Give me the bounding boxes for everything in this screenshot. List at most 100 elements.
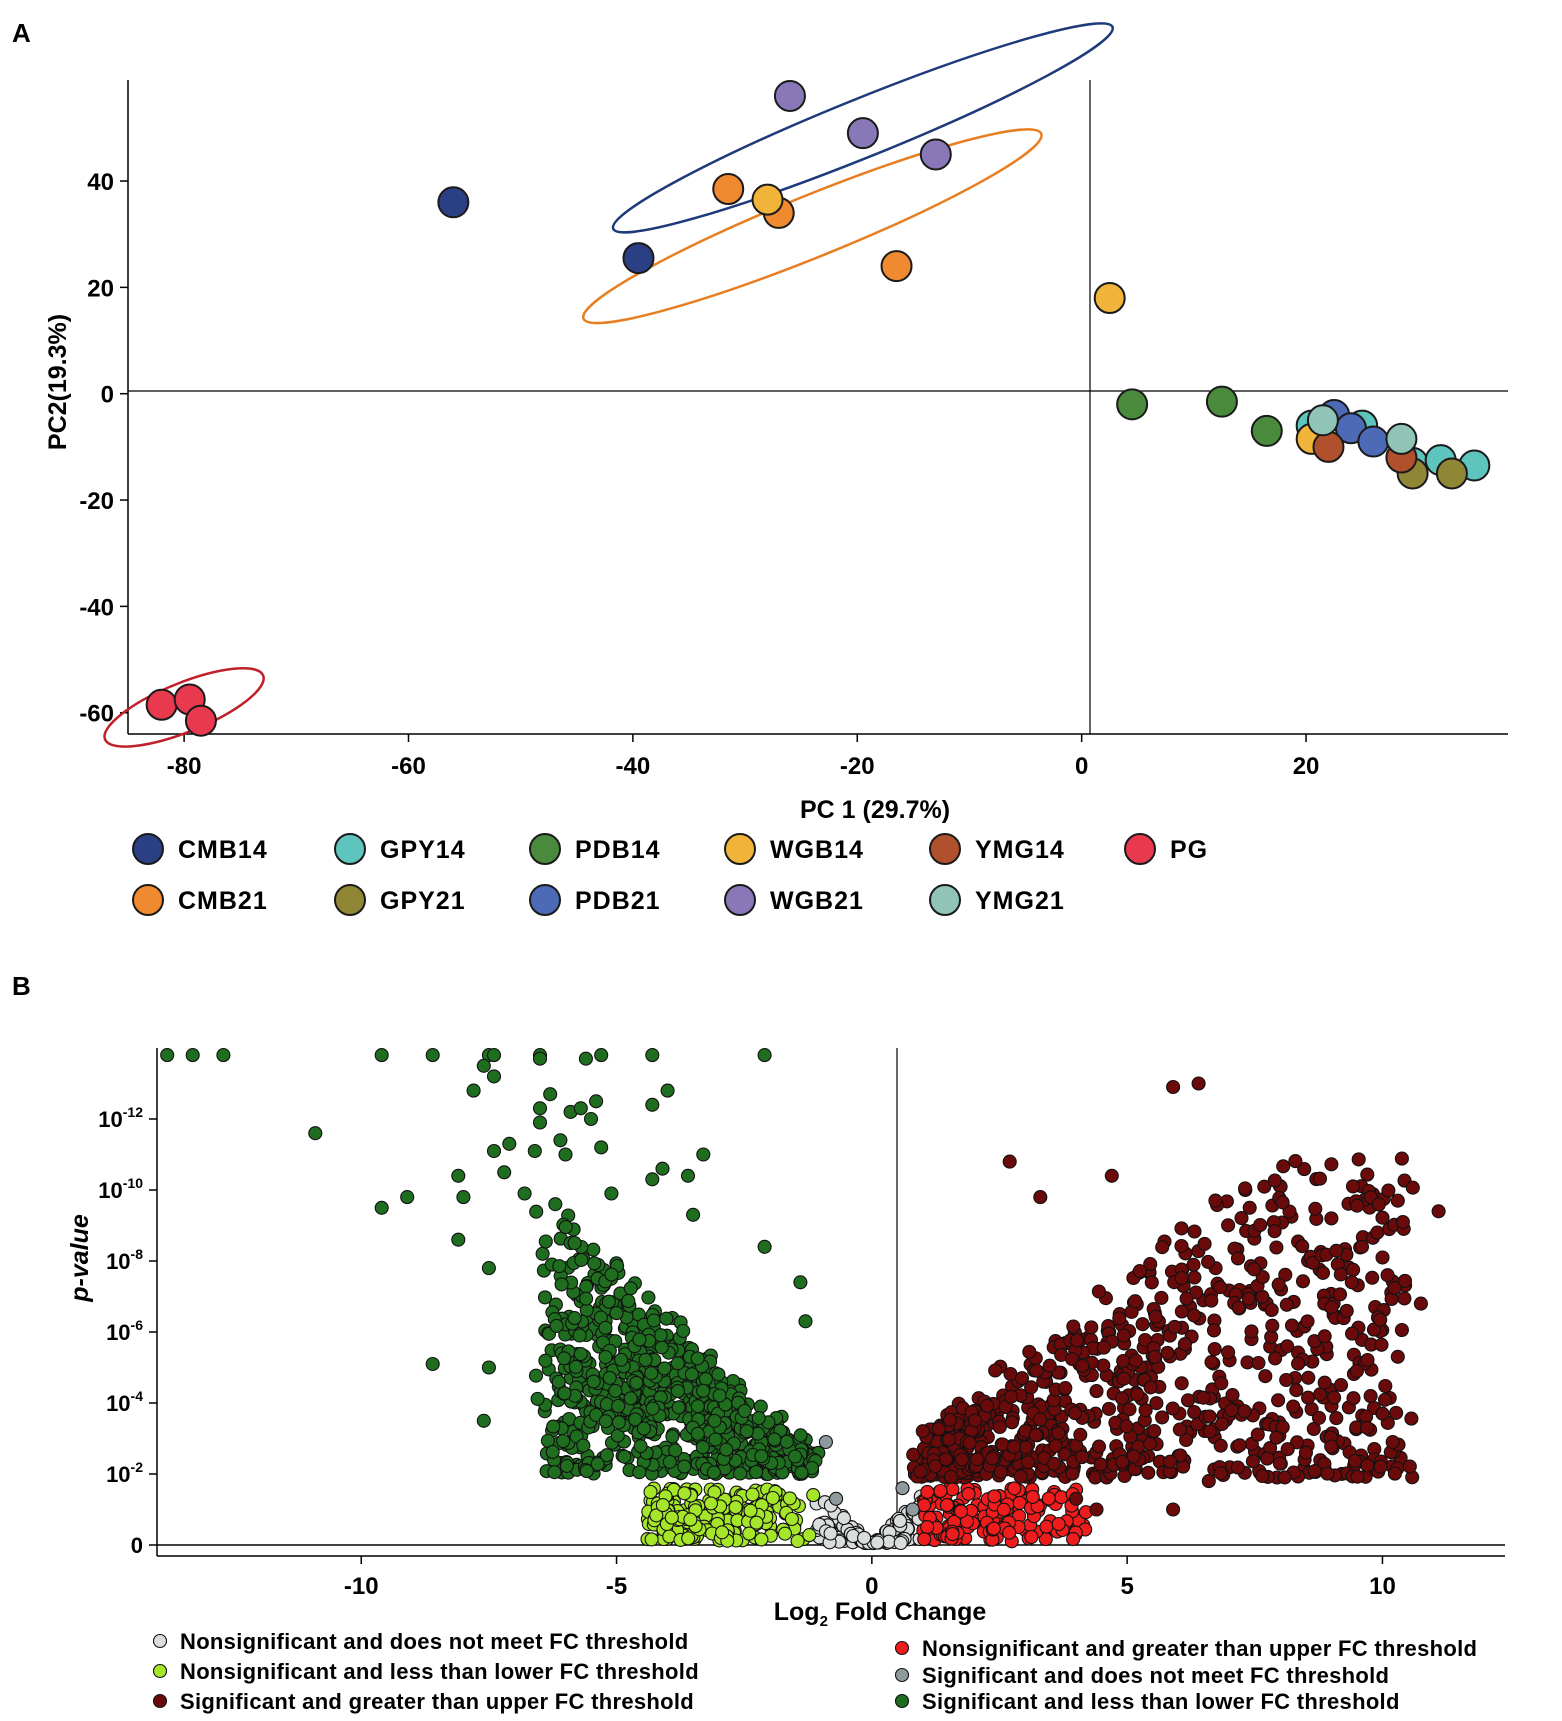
volcano-point-sig-upper [1312,1171,1328,1186]
legend-label-cmb21: CMB21 [178,887,268,915]
volcano-point-sig-lower [712,1388,727,1403]
volcano-point-sig-lower [532,1101,548,1116]
legend-label-sig-lower: Significant and less than lower FC thres… [922,1689,1400,1714]
volcano-point-sig-upper [1070,1333,1085,1348]
volcano-point-sig-lower [684,1367,699,1382]
volcano-point-sig-upper [1267,1224,1282,1239]
volcano-point-ns-upper [1041,1491,1056,1506]
volcano-point-sig-lower [554,1277,569,1292]
volcano-point-sig-upper [1119,1419,1134,1434]
volcano-point-ns-lower [784,1511,799,1527]
volcano-point-sig-upper [1253,1217,1268,1233]
volcano-point-sig-lower [476,1413,491,1428]
volcano-point-ns-lower [777,1526,793,1541]
volcano-point-sig-upper [1387,1466,1402,1481]
volcano-point-sig-upper [1297,1162,1312,1177]
volcano-point-sig-upper [1154,1290,1169,1305]
volcano-point-sig-lower [698,1372,713,1387]
volcano-point-sig-lower [657,1361,672,1376]
volcano-point-sig-lower [670,1384,685,1399]
volcano-point-sig-lower [538,1353,553,1368]
volcano-point-sig-upper [1324,1211,1339,1226]
volcano-point-sig-upper [1091,1284,1106,1299]
volcano-point-sig-upper [1279,1297,1294,1312]
volcano-point-sig-upper [1324,1439,1339,1454]
volcano-point-sig-lower [553,1133,568,1148]
volcano-point-ns-lower [790,1533,805,1549]
pca-y-tick-label: -40 [79,594,114,621]
volcano-point-sig-lower [671,1400,686,1415]
volcano-point-ns-lower [743,1503,758,1518]
volcano-point-sig-upper [1048,1438,1063,1454]
volcano-point-ns-upper [945,1482,960,1497]
volcano-point-sig-upper [1073,1427,1088,1442]
point-gpy21 [1435,457,1468,490]
volcano-point-sig-upper [1289,1383,1304,1398]
volcano-point-sig-lower [400,1190,415,1205]
legend-marker-sig-nomeet [894,1667,910,1683]
legend-marker-pg [1124,833,1156,865]
volcano-point-sig-lower [556,1434,571,1449]
volcano-point-sig-lower [711,1367,726,1382]
volcano-point-sig-lower [753,1399,768,1414]
volcano-point-sig-lower [586,1374,601,1389]
volcano-point-ns-upper [1066,1532,1081,1547]
volcano-point-sig-lower [749,1465,764,1480]
volcano-point-sig-lower [757,1239,772,1254]
volcano-point-ns-lower [715,1525,730,1540]
legend-label-pdb21: PDB21 [575,887,661,915]
volcano-point-sig-upper [1395,1214,1410,1230]
panel-b-label: B [12,971,31,1001]
point-wgb21 [773,79,806,112]
volcano-point-sig-lower [659,1311,674,1326]
volcano-point-sig-lower [754,1449,769,1464]
point-ymg14 [1312,430,1345,463]
volcano-point-sig-upper [1346,1391,1361,1406]
volcano-point-sig-upper [1295,1239,1310,1254]
volcano-point-sig-upper [1214,1416,1230,1432]
volcano-point-sig-upper [1128,1353,1143,1368]
volcano-point-sig-upper [1128,1294,1143,1309]
volcano-point-sig-upper [1265,1318,1280,1333]
volcano-point-sig-upper [1307,1464,1322,1479]
volcano-point-sig-upper [943,1469,958,1484]
legend-marker-ymg14 [929,833,961,865]
volcano-point-sig-upper [1272,1456,1287,1471]
volcano-point-sig-lower [794,1465,809,1480]
volcano-point-sig-lower [629,1375,644,1390]
volcano-point-sig-lower [598,1320,613,1335]
pca-x-tick-label: -40 [616,753,651,780]
volcano-point-ns-upper [953,1504,969,1519]
volcano-point-sig-upper [1385,1434,1400,1450]
volcano-point-ns-upper [920,1484,935,1499]
legend-marker-wgb21 [724,884,756,916]
volcano-point-sig-upper [1346,1262,1361,1277]
volcano-point-sig-upper [1237,1404,1252,1419]
volcano-point-sig-upper [1394,1322,1409,1338]
volcano-point-sig-upper [1089,1384,1104,1399]
volcano-point-sig-upper [1397,1291,1412,1306]
volcano-point-sig-upper [1006,1439,1022,1454]
volcano-point-sig-upper [1278,1267,1293,1282]
volcano-point-sig-upper [1221,1218,1236,1233]
volcano-point-sig-upper [1360,1167,1375,1182]
volcano-point-sig-upper [1032,1412,1048,1427]
volcano-point-sig-upper [1126,1449,1141,1464]
point-cmb14 [437,186,470,219]
volcano-point-sig-lower [788,1449,803,1464]
volcano-point-sig-lower [636,1421,651,1436]
volcano-point-sig-lower [677,1459,692,1474]
volcano-point-sig-lower [751,1411,766,1426]
volcano-point-ns-upper [1039,1519,1054,1534]
volcano-point-sig-lower [690,1399,705,1414]
volcano-point-sig-upper [1166,1502,1181,1517]
volcano-point-sig-lower [611,1398,626,1414]
volcano-point-sig-lower [602,1370,617,1385]
volcano-point-sig-upper [1201,1474,1216,1489]
volcano-point-sig-upper [1024,1380,1039,1395]
volcano-point-ns-lower [765,1490,780,1506]
volcano-point-sig-upper [1065,1351,1080,1367]
volcano-point-sig-upper [1075,1358,1090,1373]
volcano-point-sig-upper [1344,1275,1359,1290]
volcano-point-sig-upper [1360,1458,1375,1473]
